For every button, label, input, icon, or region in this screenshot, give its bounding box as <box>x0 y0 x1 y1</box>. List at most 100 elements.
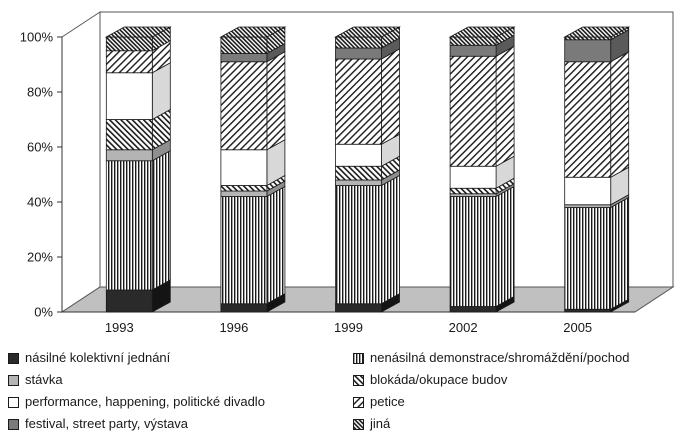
bar-side-face <box>610 51 630 178</box>
bar-front-face <box>335 58 382 145</box>
legend-item: blokáda/okupace budov <box>353 372 507 388</box>
bar-segment <box>105 279 171 313</box>
bar-front-face <box>335 185 382 305</box>
legend-swatch <box>353 352 364 364</box>
legend-label: blokáda/okupace budov <box>370 372 508 387</box>
legend-swatch <box>8 418 19 430</box>
bar-front-face <box>220 36 268 54</box>
bar-front-face <box>564 308 612 313</box>
bar-front-face <box>449 187 497 195</box>
legend-item: násilné kolektivní jednání <box>8 350 170 366</box>
bar-segment <box>105 62 171 121</box>
bar-stack <box>448 26 516 313</box>
bar-front-face <box>105 72 153 120</box>
axes: 0% 20% 40% 60% 80% 100% 1993 1996 1999 2002 2005 <box>20 30 635 335</box>
bar-front-face <box>449 44 497 57</box>
bar-front-face <box>220 149 268 186</box>
bar-front-face <box>335 47 382 60</box>
bar-stack <box>104 26 172 313</box>
bar-front-face <box>564 204 612 208</box>
legend-swatch <box>8 396 19 408</box>
bar-side-face <box>266 51 286 151</box>
bar-front-face <box>220 190 268 197</box>
bar-front-face <box>335 143 382 167</box>
bar-segment <box>220 139 286 187</box>
bar-front-face <box>335 36 382 49</box>
x-tick-label: 2005 <box>563 320 592 335</box>
legend-swatch <box>8 374 19 386</box>
legend-swatch <box>353 418 364 430</box>
bar-segment <box>219 26 287 55</box>
bar-front-face <box>105 119 153 151</box>
bar-front-face <box>220 303 268 313</box>
bar-side-face <box>495 185 515 308</box>
bar-front-face <box>220 61 268 151</box>
bar-segment <box>564 196 630 310</box>
bar-stack <box>219 26 287 313</box>
bar-front-face <box>564 36 612 41</box>
bar-front-face <box>105 149 153 162</box>
bar-segment <box>564 166 630 206</box>
legend: násilné kolektivní jednání nenásilná demo… <box>8 346 692 440</box>
y-tick-label: 20% <box>27 250 53 265</box>
bar-front-face <box>564 176 612 206</box>
y-tick-label: 60% <box>27 140 53 155</box>
legend-item: stávka <box>8 372 63 388</box>
bar-side-face <box>381 174 400 305</box>
bar-front-face <box>335 303 382 313</box>
x-tick-label: 1993 <box>105 320 134 335</box>
legend-item: jiná <box>353 416 390 432</box>
bar-front-face <box>220 185 268 192</box>
bar-segment <box>335 48 400 145</box>
bar-front-face <box>220 53 268 63</box>
legend-label: násilné kolektivní jednání <box>25 350 171 365</box>
bar-segment <box>449 45 515 167</box>
legend-item: festival, street party, výstava <box>8 416 188 432</box>
legend-item: nenásilná demonstrace/shromáždění/pochod <box>353 350 629 366</box>
bar-side-face <box>266 185 286 305</box>
bar-segment <box>220 51 286 151</box>
bar-segment <box>564 51 630 178</box>
legend-label: performance, happening, politické divadl… <box>25 394 265 409</box>
y-tick-label: 40% <box>27 195 53 210</box>
y-tick-label: 80% <box>27 85 53 100</box>
x-tick-label: 1996 <box>219 320 248 335</box>
bar-top-face <box>219 26 287 38</box>
bar-front-face <box>449 193 497 197</box>
legend-item: petice <box>353 394 405 410</box>
bar-segment <box>335 155 400 181</box>
bar-segment <box>448 26 516 46</box>
side-wall <box>61 11 101 313</box>
legend-label: nenásilná demonstrace/shromáždění/pochod <box>370 350 630 365</box>
y-tick-label: 100% <box>20 30 54 45</box>
bar-front-face <box>105 36 153 52</box>
bar-segment <box>104 26 172 52</box>
bar-top-face <box>333 26 402 38</box>
bar-segment <box>333 26 402 49</box>
bar-front-face <box>449 165 497 189</box>
chart: 0% 20% 40% 60% 80% 100% 1993 1996 1999 2002 2005 <box>20 11 675 335</box>
bar-segment <box>105 40 171 74</box>
bar-front-face <box>449 196 497 307</box>
legend-swatch <box>8 352 19 364</box>
bar-front-face <box>105 160 153 291</box>
bar-front-face <box>564 207 612 310</box>
legend-swatch <box>353 374 364 386</box>
bar-front-face <box>449 306 497 313</box>
bar-front-face <box>105 50 153 74</box>
legend-label: petice <box>370 394 405 409</box>
bars <box>104 26 631 313</box>
bar-segment <box>563 26 631 41</box>
bar-segment <box>105 150 171 291</box>
bar-segment <box>449 185 515 308</box>
bar-segment <box>335 133 400 167</box>
x-tick-label: 1999 <box>334 320 363 335</box>
bar-side-face <box>381 48 400 145</box>
bar-front-face <box>335 179 382 186</box>
legend-label: stávka <box>25 372 63 387</box>
bar-front-face <box>220 196 268 305</box>
legend-item: performance, happening, politické divadl… <box>8 394 265 410</box>
bar-side-face <box>495 45 515 167</box>
bar-stack <box>563 26 631 313</box>
bar-top-face <box>563 26 631 38</box>
